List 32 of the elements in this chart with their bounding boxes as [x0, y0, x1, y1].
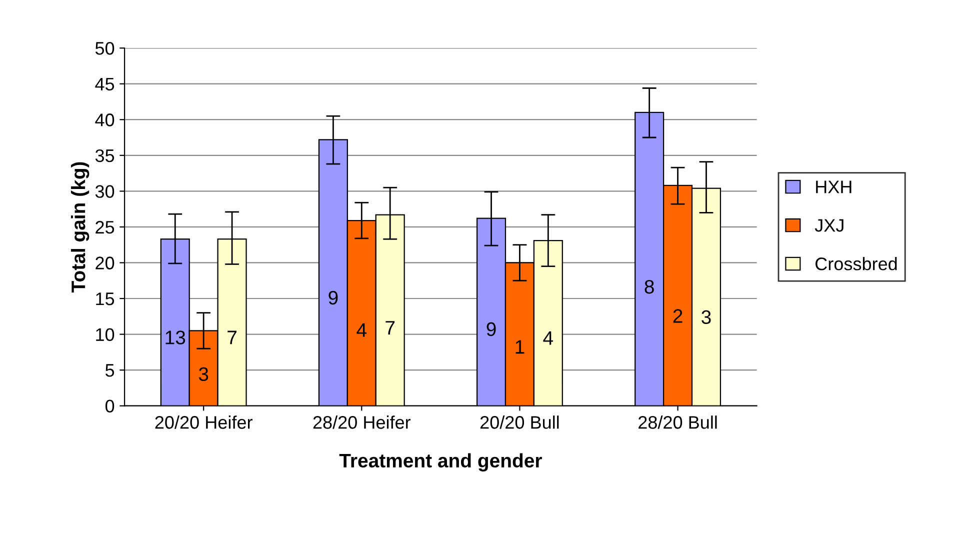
- y-tick-label: 0: [105, 400, 114, 413]
- y-tick-label: 35: [95, 149, 114, 162]
- annotation: 7: [228, 330, 236, 344]
- y-tick-label: 45: [95, 78, 114, 91]
- annotation: 8: [644, 280, 654, 294]
- y-tick-label: 20: [96, 256, 114, 270]
- y-tick-label: 50: [95, 42, 114, 55]
- annotation: 2: [673, 309, 682, 323]
- annotation: 3: [198, 367, 208, 382]
- y-tick-label: 25: [96, 220, 114, 234]
- legend-label: HXH: [816, 180, 852, 194]
- annotation: 13: [166, 330, 186, 344]
- annotation: 1: [516, 340, 524, 354]
- annotation: 9: [486, 322, 496, 336]
- x-tick-label: 28/20 Heifer: [313, 416, 411, 429]
- y-tick-label: 30: [95, 185, 114, 198]
- x-tick-label: 20/20 Heifer: [155, 416, 252, 429]
- legend-label: Crossbred: [816, 257, 897, 270]
- annotation: 9: [328, 290, 338, 305]
- annotation: 4: [356, 323, 366, 337]
- y-tick-label: 5: [106, 364, 114, 377]
- annotation: 3: [702, 310, 711, 324]
- y-axis-title: Total gain (kg): [70, 162, 90, 292]
- y-tick-label: 10: [96, 328, 114, 342]
- x-tick-label: 28/20 Bull: [638, 416, 717, 429]
- y-tick-label: 40: [95, 114, 114, 126]
- x-axis-title: Treatment and gender: [339, 453, 542, 472]
- annotation: 4: [543, 331, 554, 345]
- x-tick-label: 20/20 Bull: [480, 416, 559, 429]
- annotation: 7: [386, 321, 395, 334]
- legend-label: JXJ: [814, 219, 844, 232]
- y-tick-label: 15: [96, 292, 114, 306]
